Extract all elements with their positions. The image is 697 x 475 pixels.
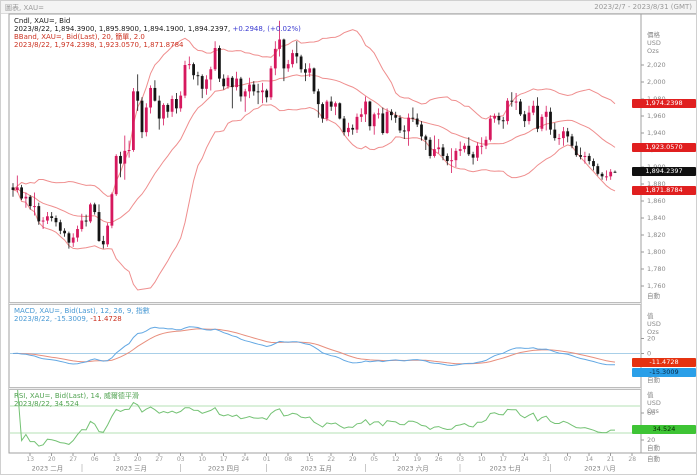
svg-text:19: 19 [413,456,421,463]
svg-text:1,860: 1,860 [647,197,666,205]
svg-text:06: 06 [91,456,99,463]
rsi-badge-0: 34.524 [632,425,696,434]
svg-text:2,020: 2,020 [647,61,666,69]
svg-text:USD: USD [647,320,661,328]
svg-text:10: 10 [198,456,206,463]
price-badge-0: 1,974.2398 [632,99,696,108]
legend-ohlc: 2023/8/22, 1,894.3900, 1,895.8900, 1,894… [14,25,301,33]
svg-text:21: 21 [607,456,615,463]
legend-bband-values: 2023/8/22, 1,974.2398, 1,923.0570, 1,871… [14,41,184,49]
candlestick-series[interactable] [11,20,617,249]
svg-text:17: 17 [220,456,228,463]
svg-text:值: 值 [647,311,654,320]
svg-text:1,800: 1,800 [647,248,666,256]
svg-text:20: 20 [134,456,142,463]
chart-title: 圖表, XAU= [5,4,45,12]
svg-text:0: 0 [647,350,651,358]
svg-text:22: 22 [327,456,335,463]
svg-text:Ozs: Ozs [647,47,660,55]
svg-text:1,960: 1,960 [647,112,666,120]
svg-text:60: 60 [647,409,655,417]
pane-splitters[interactable] [9,302,641,390]
svg-text:2023 七月: 2023 七月 [490,464,522,473]
svg-text:07: 07 [564,456,572,463]
legend-candle[interactable]: Cndl, XAU=, Bid [14,17,71,25]
svg-text:17: 17 [499,456,507,463]
legend-bband[interactable]: BBand, XAU=, Bid(Last), 20, 簡單, 2.0 [14,33,145,41]
svg-text:Ozs: Ozs [647,407,660,415]
price-badge-2: 1,894.2397 [632,167,696,176]
legend-rsi[interactable]: RSI, XAU=, Bid(Last), 14, 威爾德平滑 [14,392,139,400]
svg-text:13: 13 [112,456,120,463]
legend-rsi-value: 2023/8/22, 34.524 [14,400,79,408]
svg-text:03: 03 [456,456,464,463]
legend-ohlc-values: 2023/8/22, 1,894.3900, 1,895.8900, 1,894… [14,25,231,33]
svg-text:12: 12 [392,456,400,463]
svg-text:20: 20 [647,436,655,444]
legend-macd-values: 2023/8/22, -15.3009, -11.4728 [14,315,150,323]
legend-macd[interactable]: MACD, XAU=, Bid(Last), 12, 26, 9, 指數 [14,307,150,315]
svg-text:24: 24 [521,456,529,463]
macd-badge-0: -11.4728 [632,358,696,367]
svg-text:05: 05 [370,456,378,463]
svg-text:20: 20 [647,335,655,343]
svg-text:15: 15 [306,456,314,463]
legend-macd-signal-value: -11.4728 [90,315,122,323]
legend-change-value: +0.2948, (+0.02%) [232,25,301,33]
date-range-label: 2023/2/7 - 2023/8/31 (GMT) [594,3,692,11]
svg-text:2023 四月: 2023 四月 [208,465,240,473]
svg-text:28: 28 [628,456,636,463]
svg-text:13: 13 [26,456,34,463]
time-axis[interactable]: 13 20 27 06 13 20 27 03 10 17 24 01 08 15 22 29 05 12 19 26… [26,453,661,473]
svg-text:2023 六月: 2023 六月 [397,464,429,473]
svg-text:2023 三月: 2023 三月 [115,465,147,473]
svg-text:自動: 自動 [647,291,661,300]
svg-text:31: 31 [542,456,550,463]
price-axis[interactable]: 價格USDOzs2,0202,0001,9801,9601,9401,9201,… [641,30,666,300]
svg-text:08: 08 [284,456,292,463]
svg-text:2023 五月: 2023 五月 [300,465,332,473]
svg-text:自動: 自動 [647,443,661,452]
macd-pane-legend[interactable]: MACD, XAU=, Bid(Last), 12, 26, 9, 指數 202… [14,307,150,323]
svg-text:26: 26 [435,456,443,463]
macd-badge-1: -15.3009 [632,368,696,377]
svg-text:Ozs: Ozs [647,328,660,336]
svg-text:價格: 價格 [647,30,661,39]
svg-text:03: 03 [177,456,185,463]
svg-text:27: 27 [155,456,163,463]
svg-text:27: 27 [69,456,77,463]
rsi-pane-legend[interactable]: RSI, XAU=, Bid(Last), 14, 威爾德平滑 2023/8/2… [14,392,139,408]
legend-macd-value: 2023/8/22, -15.3009, [14,315,89,323]
svg-text:自動: 自動 [647,454,661,463]
svg-text:14: 14 [585,456,593,463]
svg-text:USD: USD [647,399,661,407]
svg-text:2023 二月: 2023 二月 [32,465,64,473]
svg-text:USD: USD [647,39,661,47]
svg-text:自動: 自動 [647,375,661,384]
price-badge-1: 1,923.0570 [632,143,696,152]
svg-text:1,940: 1,940 [647,129,666,137]
svg-text:24: 24 [241,456,249,463]
svg-text:01: 01 [263,456,271,463]
svg-text:29: 29 [349,456,357,463]
svg-text:2023 八月: 2023 八月 [584,465,616,473]
svg-text:20: 20 [48,456,56,463]
svg-text:10: 10 [478,456,486,463]
svg-text:1,820: 1,820 [647,231,666,239]
main-pane-legend[interactable]: Cndl, XAU=, Bid 2023/8/22, 1,894.3900, 1… [14,17,301,49]
macd-study[interactable] [10,326,640,367]
svg-text:1,880: 1,880 [647,180,666,188]
rsi-study[interactable] [10,386,640,447]
svg-text:1,780: 1,780 [647,265,666,273]
svg-text:1,760: 1,760 [647,282,666,290]
svg-text:1,840: 1,840 [647,214,666,222]
price-badge-3: 1,871.8784 [632,186,696,195]
svg-text:2,000: 2,000 [647,78,666,86]
svg-text:值: 值 [647,390,654,399]
